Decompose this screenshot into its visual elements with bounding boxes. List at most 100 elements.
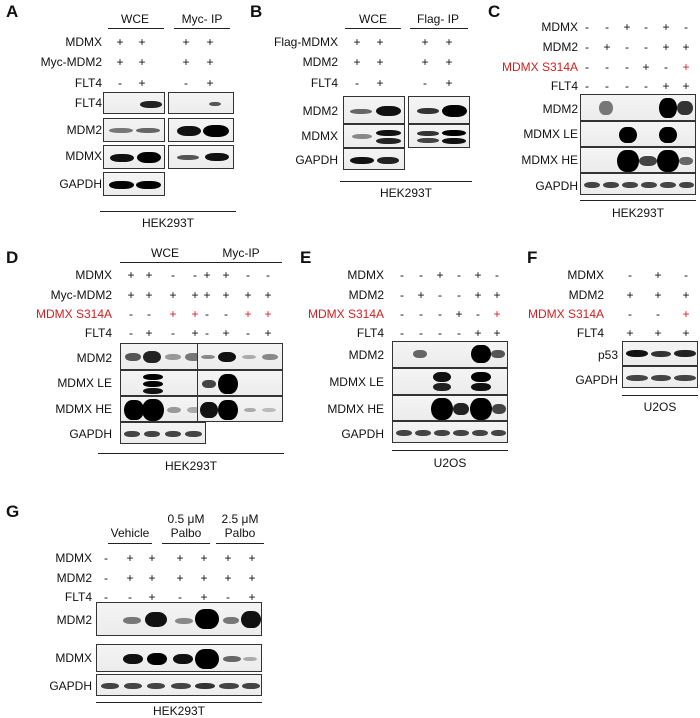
sign: + bbox=[445, 55, 453, 69]
sign: - bbox=[128, 590, 132, 604]
sign: + bbox=[244, 288, 252, 302]
sign: + bbox=[127, 268, 135, 282]
sign: - bbox=[628, 307, 632, 321]
sign: - bbox=[104, 571, 108, 585]
blot-image bbox=[103, 172, 165, 196]
sign: + bbox=[455, 307, 463, 321]
sign: - bbox=[400, 307, 404, 321]
blot-label: MDM2 bbox=[348, 348, 384, 362]
panel-b-row-label: Flag-MDMX bbox=[273, 35, 338, 49]
sign: - bbox=[664, 60, 668, 74]
sign: + bbox=[191, 326, 199, 340]
sign: - bbox=[205, 307, 209, 321]
sign: + bbox=[127, 288, 135, 302]
sign: + bbox=[116, 55, 124, 69]
panel-g-header: Palbo bbox=[170, 526, 202, 540]
sign: - bbox=[605, 20, 609, 34]
sign: - bbox=[246, 268, 250, 282]
sign: - bbox=[457, 288, 461, 302]
sign: + bbox=[682, 60, 690, 74]
sign: + bbox=[623, 20, 631, 34]
blot-image bbox=[103, 145, 165, 169]
sign: - bbox=[625, 40, 629, 54]
blot-image bbox=[408, 96, 470, 124]
sign: + bbox=[182, 35, 190, 49]
sign: + bbox=[145, 288, 153, 302]
sign: - bbox=[684, 268, 688, 282]
sign: - bbox=[171, 268, 175, 282]
sign: + bbox=[682, 326, 690, 340]
sign: + bbox=[248, 571, 256, 585]
sign: - bbox=[226, 590, 230, 604]
sign: + bbox=[203, 268, 211, 282]
panel-g-header: Palbo bbox=[224, 526, 256, 540]
sign: - bbox=[224, 307, 228, 321]
sign: - bbox=[605, 79, 609, 93]
panel-d-label: D bbox=[6, 248, 19, 267]
panel-e-row-label: MDM2 bbox=[348, 288, 384, 302]
sign: + bbox=[200, 551, 208, 565]
panel-a-label: A bbox=[6, 2, 19, 21]
sign: + bbox=[603, 40, 611, 54]
sign: - bbox=[400, 288, 404, 302]
sign: + bbox=[248, 590, 256, 604]
blot-image bbox=[392, 341, 508, 368]
panel-c-row-label: MDMX bbox=[541, 20, 578, 34]
blot-label: MDMX HE bbox=[521, 153, 578, 167]
panel-c-label: C bbox=[488, 2, 501, 21]
blot-image bbox=[96, 602, 262, 636]
sign: - bbox=[205, 326, 209, 340]
sign: + bbox=[248, 551, 256, 565]
sign: + bbox=[222, 288, 230, 302]
sign: + bbox=[148, 551, 156, 565]
blot-image bbox=[343, 96, 405, 124]
cell-line-label: HEK293T bbox=[379, 186, 433, 200]
sign: - bbox=[184, 76, 188, 90]
sign: - bbox=[625, 60, 629, 74]
sign: + bbox=[417, 288, 425, 302]
blot-label: GAPDH bbox=[69, 427, 112, 441]
sign: - bbox=[129, 307, 133, 321]
blot-label: MDM2 bbox=[66, 123, 102, 137]
blot-label: GAPDH bbox=[341, 427, 384, 441]
blot-label: MDMX bbox=[55, 651, 92, 665]
sign: + bbox=[682, 40, 690, 54]
blot-image bbox=[168, 118, 234, 142]
panel-b-header-wce: WCE bbox=[359, 12, 387, 26]
sign: + bbox=[200, 590, 208, 604]
sign: + bbox=[376, 76, 384, 90]
blot-image bbox=[392, 368, 508, 395]
blot-image bbox=[197, 396, 283, 422]
panel-d-row-label: MDMX S314A bbox=[35, 307, 112, 321]
sign: + bbox=[191, 307, 199, 321]
panel-a-row-label: MDMX bbox=[65, 35, 102, 49]
cell-line-label: U2OS bbox=[433, 456, 467, 470]
sign: + bbox=[682, 79, 690, 93]
sign: + bbox=[493, 288, 501, 302]
panel-f-row-label: MDMX S314A bbox=[527, 307, 604, 321]
panel-g-label: G bbox=[6, 502, 20, 521]
blot-label: GAPDH bbox=[295, 153, 338, 167]
sign: - bbox=[400, 268, 404, 282]
sign: + bbox=[116, 35, 124, 49]
sign: - bbox=[684, 20, 688, 34]
blot-label: p53 bbox=[597, 348, 618, 362]
blot-image bbox=[120, 343, 206, 370]
panel-a-header-wce: WCE bbox=[121, 12, 149, 26]
blot-label: MDM2 bbox=[542, 102, 578, 116]
sign: - bbox=[104, 551, 108, 565]
blot-image bbox=[580, 94, 696, 121]
panel-g-header: Vehicle bbox=[110, 526, 150, 540]
sign: - bbox=[605, 60, 609, 74]
blot-label: MDMX bbox=[301, 129, 338, 143]
panel-g-header: 2.5 μM bbox=[221, 512, 259, 526]
sign: + bbox=[376, 55, 384, 69]
sign: - bbox=[400, 326, 404, 340]
sign: - bbox=[585, 79, 589, 93]
sign: + bbox=[203, 288, 211, 302]
sign: + bbox=[682, 307, 690, 321]
sign: + bbox=[474, 288, 482, 302]
panel-c-row-label: MDM2 bbox=[542, 40, 578, 54]
sign: + bbox=[224, 571, 232, 585]
blot-image bbox=[120, 396, 206, 422]
